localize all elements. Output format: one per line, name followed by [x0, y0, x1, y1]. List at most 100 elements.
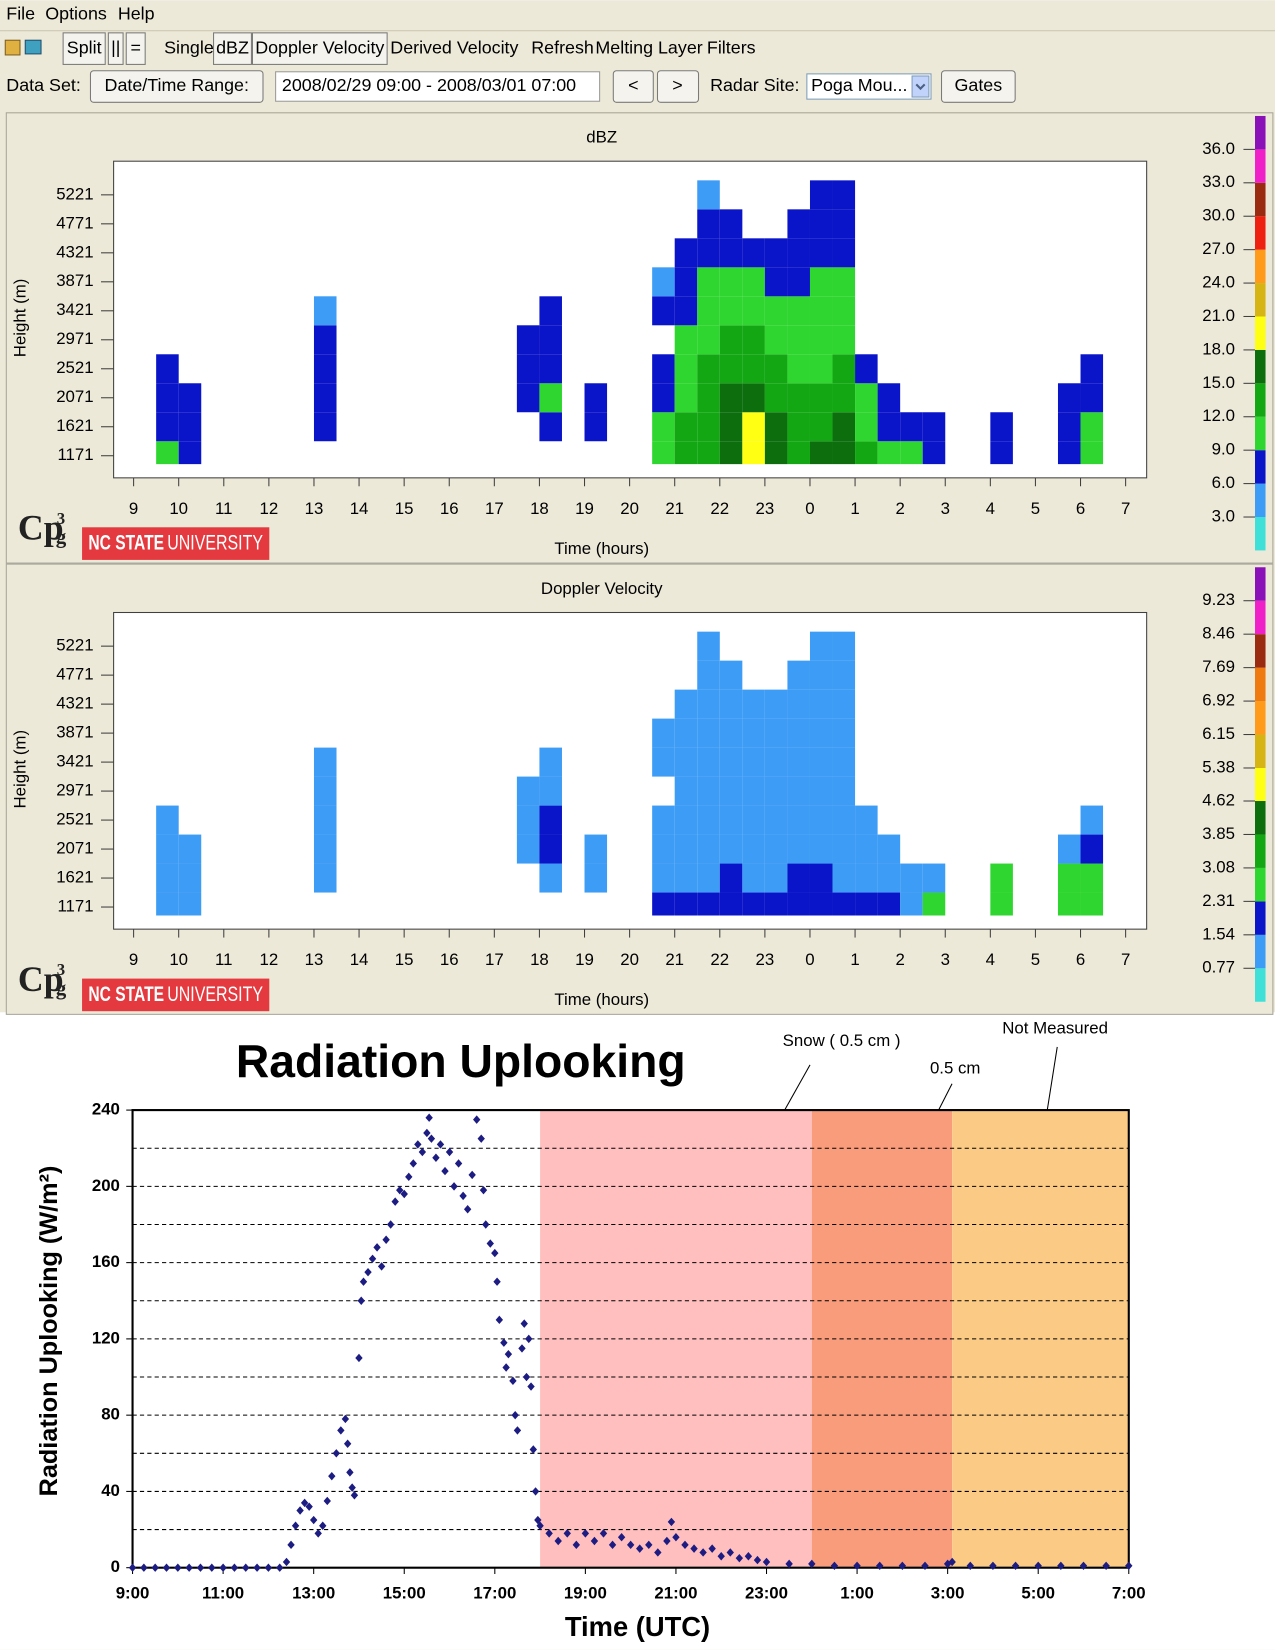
- echo-cell: [809, 834, 833, 864]
- x-tick-label: 21:00: [654, 1583, 697, 1602]
- university-bold: NC STATE: [88, 532, 164, 555]
- save-icon[interactable]: [24, 39, 42, 55]
- x-tick-label: 12: [260, 950, 279, 969]
- dbz-label: dBZ: [216, 37, 249, 57]
- data-point: [531, 1487, 540, 1496]
- radar-site-select[interactable]: [806, 73, 932, 100]
- select-arrow[interactable]: [911, 75, 930, 98]
- echo-cell: [742, 776, 765, 806]
- echo-cell: [742, 689, 765, 719]
- echo-cell: [832, 747, 856, 777]
- y-tick-label: 4771: [56, 213, 93, 232]
- open-icon[interactable]: [4, 39, 21, 56]
- echo-cell: [652, 354, 675, 384]
- echo-cell: [877, 892, 901, 916]
- x-tick-label: 1: [850, 950, 859, 969]
- data-point: [468, 1170, 476, 1180]
- dbz-button[interactable]: [213, 32, 252, 65]
- annotation: Not Measured: [1002, 1019, 1108, 1038]
- radar-site-label: Radar Site:: [710, 75, 799, 95]
- echo-cell: [877, 863, 901, 893]
- x-tick-label: 17: [485, 950, 504, 969]
- echo-cell: [764, 689, 788, 719]
- data-point: [432, 1153, 440, 1162]
- echo-cell: [584, 863, 608, 893]
- colorbar-band: [1255, 834, 1266, 868]
- echo-cell: [1080, 805, 1104, 835]
- x-tick-label: 1:00: [840, 1583, 874, 1602]
- vertical-button[interactable]: [107, 32, 124, 65]
- gates-button[interactable]: [940, 70, 1016, 103]
- university-bold: NC STATE: [88, 983, 164, 1006]
- single-button[interactable]: Single: [164, 37, 214, 57]
- echo-cell: [1057, 863, 1081, 893]
- echo-cell: [719, 834, 743, 864]
- echo-cell: [719, 660, 743, 690]
- melting-layer-button[interactable]: Melting Layer: [595, 37, 702, 57]
- horizontal-button[interactable]: [125, 32, 146, 65]
- echo-cell: [719, 892, 743, 916]
- echo-cell: [990, 892, 1013, 916]
- echo-cell: [156, 863, 179, 893]
- data-point: [350, 1491, 359, 1500]
- echo-cell: [809, 718, 833, 748]
- derived-velocity-button[interactable]: Derived Velocity: [390, 37, 518, 57]
- echo-cell: [1057, 383, 1081, 413]
- logo-mark: Cp: [18, 959, 64, 999]
- colorbar-tick-label: 3.08: [1202, 857, 1235, 876]
- panel-title: Doppler Velocity: [541, 579, 663, 598]
- data-point: [368, 1254, 377, 1264]
- data-point: [323, 1496, 331, 1506]
- data-point: [364, 1267, 372, 1277]
- colorbar-tick-label: 12.0: [1202, 406, 1235, 425]
- echo-cell: [990, 441, 1013, 465]
- data-point: [493, 1277, 501, 1286]
- filters-button[interactable]: Filters: [707, 37, 756, 57]
- logo-sup: 3: [57, 960, 65, 979]
- echo-cell: [1057, 412, 1081, 442]
- data-point: [425, 1113, 433, 1122]
- echo-cell: [900, 863, 923, 893]
- menu-options[interactable]: Options: [45, 4, 107, 24]
- echo-cell: [742, 238, 765, 268]
- echo-cell: [832, 354, 856, 384]
- data-point: [608, 1540, 617, 1550]
- echo-cell: [832, 238, 856, 268]
- data-point: [427, 1134, 436, 1143]
- menu-help[interactable]: Help: [118, 4, 155, 24]
- colorbar-band: [1255, 767, 1266, 802]
- university-badge: [82, 527, 270, 560]
- range-button[interactable]: [89, 70, 264, 103]
- y-tick-label: 2071: [56, 839, 93, 858]
- prev-button[interactable]: [612, 70, 654, 103]
- data-point: [762, 1557, 771, 1567]
- panel-title: dBZ: [586, 128, 617, 147]
- x-tick-label: 3: [941, 950, 950, 969]
- echo-cell: [990, 412, 1013, 442]
- doppler-button[interactable]: [251, 32, 388, 65]
- university-badge: [82, 978, 270, 1012]
- split-button[interactable]: [62, 32, 106, 65]
- echo-cell: [922, 892, 946, 916]
- echo-cell: [764, 834, 788, 864]
- x-tick-label: 17:00: [473, 1583, 516, 1602]
- data-point: [454, 1159, 463, 1168]
- data-point: [445, 1147, 454, 1157]
- echo-cell: [697, 209, 720, 239]
- echo-cell: [697, 296, 720, 326]
- echo-cell: [539, 776, 562, 806]
- data-point: [554, 1536, 562, 1546]
- echo-cell: [697, 354, 720, 384]
- x-tick-label: 1: [850, 499, 859, 518]
- menu-file[interactable]: File: [6, 4, 35, 24]
- echo-cell: [742, 863, 765, 893]
- colorbar-band: [1255, 734, 1266, 768]
- range-field[interactable]: [275, 71, 601, 102]
- next-button[interactable]: [656, 70, 700, 103]
- colorbar-band: [1255, 115, 1266, 150]
- data-point: [681, 1540, 689, 1550]
- refresh-button[interactable]: Refresh: [531, 37, 594, 57]
- echo-cell: [832, 209, 856, 239]
- echo-cell: [1080, 892, 1104, 916]
